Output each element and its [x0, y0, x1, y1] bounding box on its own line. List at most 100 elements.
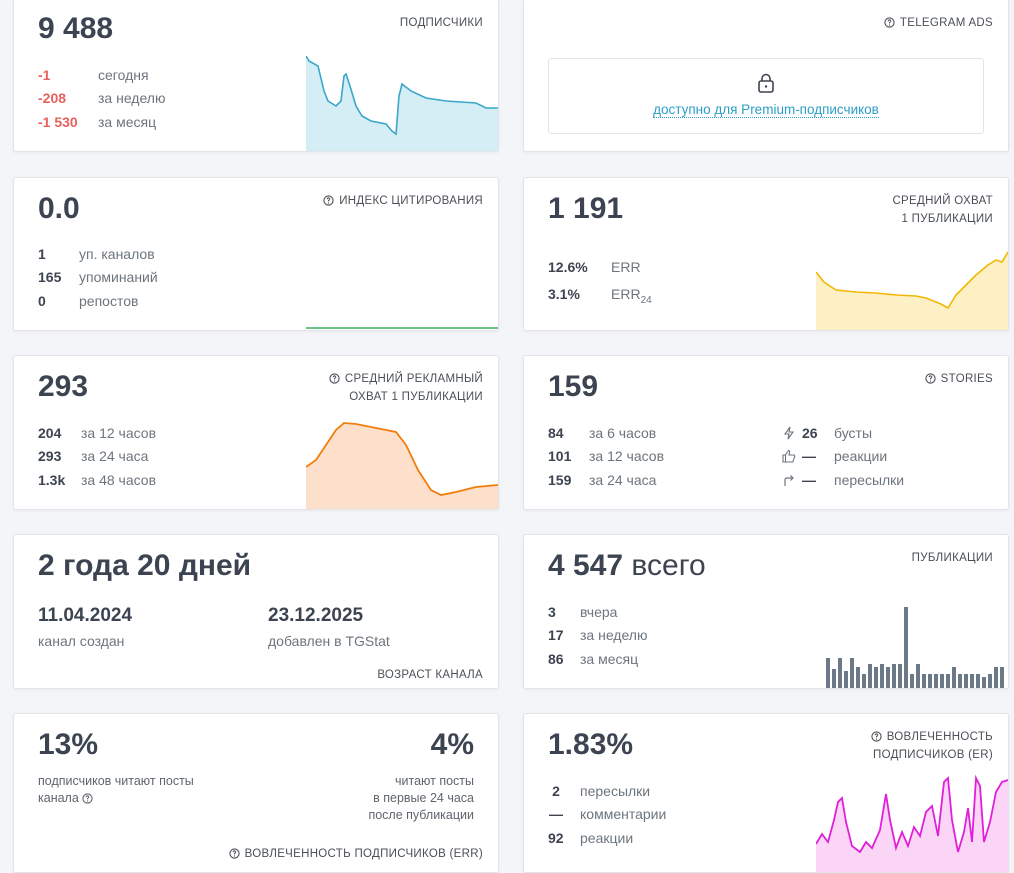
- label: STORIES: [924, 370, 993, 388]
- label: TELEGRAM ADS: [884, 14, 993, 32]
- age-card: 2 года 20 дней 11.04.2024 канал создан 2…: [13, 534, 499, 689]
- label-text: ИНДЕКС ЦИТИРОВАНИЯ: [339, 195, 483, 207]
- lock-icon: [758, 73, 774, 93]
- text-line: читают посты: [394, 774, 474, 788]
- sparkline: [306, 327, 498, 329]
- value: 1 191: [548, 192, 624, 225]
- extra-text: пересылки: [834, 472, 905, 488]
- extra-text: реакции: [834, 448, 888, 464]
- stat-value: 165: [38, 269, 62, 285]
- label: ВОЗРАСТ КАНАЛА: [377, 669, 483, 681]
- er-card: 1.83% ВОВЛЕЧЕННОСТЬ ПОДПИСЧИКОВ (ER) 2 пе…: [523, 713, 1009, 873]
- date-value: 23.12.2025: [268, 605, 364, 626]
- stat-value: -1: [38, 67, 51, 83]
- stat-value: 101: [548, 448, 572, 464]
- stat-value: 204: [38, 425, 62, 441]
- premium-text[interactable]: доступно для Premium-подписчиков: [653, 102, 879, 118]
- date-text: канал создан: [38, 633, 125, 649]
- stat-value: 12.6%: [548, 259, 588, 275]
- label-text: ВОВЛЕЧЕННОСТЬ: [886, 731, 993, 743]
- subscribers-card: 9 488 ПОДПИСЧИКИ -1 сегодня -208 за неде…: [13, 0, 499, 152]
- stat-value: 0: [38, 293, 46, 309]
- stat-text: за неделю: [98, 90, 166, 106]
- bar-sparkline: [826, 607, 1004, 688]
- stat-text-sub: 24: [640, 294, 652, 306]
- date-value: 11.04.2024: [38, 605, 133, 626]
- value: 159: [548, 370, 599, 403]
- label: ПУБЛИКАЦИИ: [911, 552, 993, 564]
- value: 4 547 всего: [548, 550, 706, 582]
- sparkline: [816, 774, 1008, 872]
- left-value: 13%: [38, 728, 99, 761]
- premium-link[interactable]: доступно для Premium-подписчиков: [549, 102, 983, 118]
- stat-text: за 24 часа: [81, 448, 149, 464]
- stat-value: 84: [548, 425, 564, 441]
- text-line: подписчиков читают посты: [38, 774, 194, 788]
- stat-text: уп. каналов: [79, 246, 155, 262]
- label: СРЕДНИЙ РЕКЛАМНЫЙ ОХВАТ 1 ПУБЛИКАЦИИ: [329, 370, 483, 406]
- value: 0.0: [38, 192, 80, 225]
- value: 9 488: [38, 12, 114, 45]
- extra-text: бусты: [834, 425, 873, 441]
- stat-value: 1: [38, 246, 46, 262]
- sparkline: [816, 251, 1008, 330]
- label: СРЕДНИЙ ОХВАТ 1 ПУБЛИКАЦИИ: [892, 192, 993, 228]
- stat-text: за 6 часов: [589, 425, 657, 441]
- stat-value: 1.3k: [38, 472, 66, 488]
- stat-value: 293: [38, 448, 62, 464]
- share-icon: [784, 475, 794, 486]
- premium-box: доступно для Premium-подписчиков: [548, 58, 984, 134]
- stat-text: комментарии: [580, 806, 667, 822]
- help-icon: [329, 373, 340, 384]
- stat-text: вчера: [580, 604, 618, 620]
- stat-value: 2: [552, 783, 560, 799]
- sparkline: [306, 422, 498, 509]
- stat-value: 3.1%: [548, 286, 580, 302]
- stat-text: ERR24: [611, 285, 652, 310]
- help-icon: [924, 373, 936, 384]
- ads-card: TELEGRAM ADS доступно для Premium-подпис…: [523, 0, 1009, 152]
- text-line-main: канала: [38, 791, 79, 805]
- extra-value: —: [802, 472, 816, 488]
- left-text: подписчиков читают посты канала: [38, 773, 194, 807]
- label-line: 1 ПУБЛИКАЦИИ: [901, 213, 993, 225]
- help-icon[interactable]: [82, 793, 93, 804]
- stat-text: пересылки: [580, 783, 651, 799]
- stat-value: 92: [548, 830, 564, 846]
- right-value: 4%: [430, 728, 474, 761]
- label-text: TELEGRAM ADS: [899, 17, 993, 29]
- stat-value: 86: [548, 651, 564, 667]
- extra-value: —: [802, 448, 816, 464]
- value: 1.83%: [548, 728, 634, 761]
- reach-card: 1 191 СРЕДНИЙ ОХВАТ 1 ПУБЛИКАЦИИ 12.6% ER…: [523, 177, 1009, 331]
- text-line: канала: [38, 790, 194, 807]
- stat-text: репостов: [79, 293, 139, 309]
- stat-value: 17: [548, 627, 564, 643]
- label-line: СРЕДНИЙ РЕКЛАМНЫЙ: [329, 370, 483, 388]
- help-icon: [323, 195, 334, 206]
- stat-text: реакции: [580, 830, 634, 846]
- stat-text: за 48 часов: [81, 472, 157, 488]
- label-text: STORIES: [940, 373, 993, 385]
- stat-value: -1 530: [38, 114, 78, 130]
- err-card: 13% 4% подписчиков читают посты канала чи…: [13, 713, 499, 873]
- label: ВОВЛЕЧЕННОСТЬ ПОДПИСЧИКОВ (ER): [871, 728, 993, 764]
- sparkline: [306, 56, 498, 151]
- label-line: ОХВАТ 1 ПУБЛИКАЦИИ: [349, 391, 483, 403]
- right-text: читают посты в первые 24 часа после публик…: [368, 773, 474, 824]
- extra-value: 26: [802, 425, 818, 441]
- date-text: добавлен в TGStat: [268, 633, 390, 649]
- label: ВОВЛЕЧЕННОСТЬ ПОДПИСЧИКОВ (ERR): [229, 845, 483, 863]
- ad-reach-card: 293 СРЕДНИЙ РЕКЛАМНЫЙ ОХВАТ 1 ПУБЛИКАЦИИ …: [13, 355, 499, 510]
- label-line: СРЕДНИЙ ОХВАТ: [892, 195, 993, 207]
- text-line: после публикации: [368, 808, 474, 822]
- value: 293: [38, 370, 89, 403]
- stat-value: 3: [548, 604, 556, 620]
- citation-card: 0.0 ИНДЕКС ЦИТИРОВАНИЯ 1 уп. каналов 165…: [13, 177, 499, 331]
- like-icon: [782, 449, 796, 463]
- stat-text: сегодня: [98, 67, 149, 83]
- help-icon: [229, 848, 240, 859]
- help-icon: [871, 731, 882, 742]
- label-text: ВОВЛЕЧЕННОСТЬ ПОДПИСЧИКОВ (ERR): [244, 848, 483, 860]
- stat-text: за 24 часа: [589, 472, 657, 488]
